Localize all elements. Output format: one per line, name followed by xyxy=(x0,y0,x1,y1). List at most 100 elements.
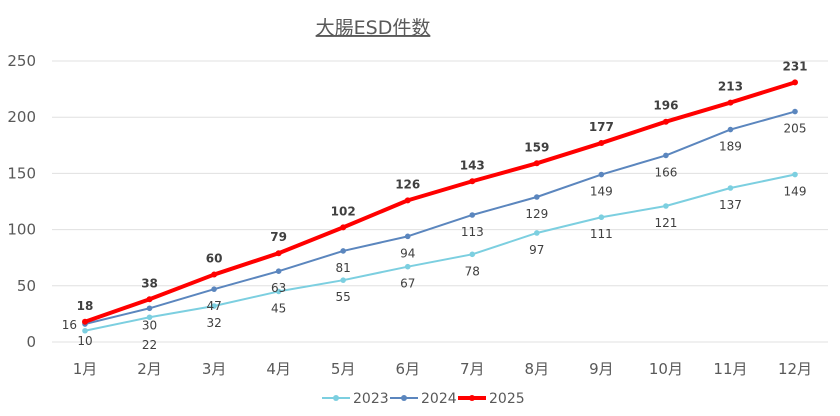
x-tick-label: 8月 xyxy=(525,360,550,378)
series-line-2024 xyxy=(84,110,796,325)
data-label-2025: 159 xyxy=(524,140,549,154)
y-tick-label: 200 xyxy=(7,108,36,126)
data-point-2024 xyxy=(404,233,411,240)
data-label-2024: 63 xyxy=(271,281,286,295)
data-label-2023: 137 xyxy=(719,198,742,212)
data-label-2025: 231 xyxy=(782,59,807,73)
series-line-2023 xyxy=(84,173,796,332)
data-point-2023 xyxy=(404,263,411,270)
data-point-2025 xyxy=(598,140,605,147)
data-label-2024: 129 xyxy=(525,207,548,221)
data-point-2025 xyxy=(211,271,218,278)
data-point-2025 xyxy=(662,118,669,125)
data-label-2024: 189 xyxy=(719,140,742,154)
data-label-2023: 149 xyxy=(784,185,807,199)
data-label-2025: 196 xyxy=(653,99,678,113)
x-tick-label: 1月 xyxy=(73,360,98,378)
data-point-2025 xyxy=(275,250,282,257)
data-label-2023: 45 xyxy=(271,301,286,315)
x-tick-label: 11月 xyxy=(713,360,747,378)
y-tick-label: 0 xyxy=(26,333,36,351)
data-point-2023 xyxy=(534,230,540,236)
data-point-2024 xyxy=(663,152,669,159)
data-label-2024: 205 xyxy=(784,122,807,136)
data-point-2023 xyxy=(598,214,605,221)
data-point-2024 xyxy=(275,268,282,274)
data-point-2023 xyxy=(663,203,669,209)
data-point-2025 xyxy=(146,296,153,303)
data-label-2023: 121 xyxy=(654,216,677,230)
data-label-2023: 97 xyxy=(529,243,544,257)
data-point-2025 xyxy=(727,99,734,106)
data-point-2024 xyxy=(792,108,798,115)
data-label-2023: 32 xyxy=(206,316,221,330)
x-tick-label: 9月 xyxy=(589,360,614,378)
legend-marker-2025 xyxy=(469,395,475,401)
x-tick-label: 10月 xyxy=(649,360,683,378)
y-tick-label: 50 xyxy=(17,277,36,295)
data-label-2024: 47 xyxy=(206,299,221,313)
data-point-2023 xyxy=(82,327,88,334)
data-label-2024: 149 xyxy=(590,185,613,199)
data-label-2025: 60 xyxy=(206,252,223,266)
data-point-2025 xyxy=(469,178,476,185)
x-tick-label: 2月 xyxy=(137,360,162,378)
data-label-2025: 38 xyxy=(141,276,158,290)
legend-label-2025: 2025 xyxy=(489,391,525,407)
data-label-2024: 166 xyxy=(654,165,677,179)
data-label-2025: 79 xyxy=(270,230,287,244)
data-point-2023 xyxy=(340,277,346,283)
data-point-2023 xyxy=(211,303,217,309)
data-label-2023: 55 xyxy=(336,290,351,304)
data-label-2024: 30 xyxy=(142,318,157,332)
data-point-2024 xyxy=(340,248,346,254)
chart-title: 大腸ESD件数 xyxy=(316,17,431,39)
data-point-2023 xyxy=(469,251,476,258)
data-point-2023 xyxy=(727,185,734,191)
data-label-2025: 177 xyxy=(589,120,614,134)
x-tick-label: 4月 xyxy=(266,360,291,378)
data-label-2024: 16 xyxy=(62,318,77,332)
data-label-2025: 143 xyxy=(460,158,485,172)
data-label-2023: 22 xyxy=(142,338,157,352)
data-label-2025: 102 xyxy=(331,204,356,218)
data-point-2024 xyxy=(598,171,605,178)
data-point-2025 xyxy=(792,79,798,86)
legend-label-2024: 2024 xyxy=(421,391,457,407)
data-label-2023: 10 xyxy=(77,334,92,348)
y-tick-label: 250 xyxy=(7,52,36,70)
data-point-2024 xyxy=(534,194,540,200)
x-tick-label: 5月 xyxy=(331,360,356,378)
x-tick-label: 3月 xyxy=(202,360,227,378)
data-label-2023: 67 xyxy=(400,277,415,291)
data-point-2024 xyxy=(727,126,734,133)
data-label-2025: 126 xyxy=(395,177,420,191)
data-label-2023: 78 xyxy=(465,264,480,278)
legend-marker-2024 xyxy=(401,395,407,401)
legend-marker-2023 xyxy=(333,395,339,401)
data-label-2024: 113 xyxy=(461,225,484,239)
data-point-2025 xyxy=(340,224,347,231)
data-label-2024: 81 xyxy=(336,261,351,275)
data-point-2024 xyxy=(469,212,476,218)
data-label-2024: 94 xyxy=(400,246,415,260)
x-tick-label: 7月 xyxy=(460,360,485,378)
data-label-2025: 213 xyxy=(718,80,743,94)
data-point-2023 xyxy=(146,314,153,321)
data-point-2024 xyxy=(211,286,217,292)
legend-label-2023: 2023 xyxy=(353,391,389,407)
y-tick-label: 150 xyxy=(7,164,36,182)
y-tick-label: 100 xyxy=(7,221,36,239)
data-point-2023 xyxy=(792,171,798,178)
data-point-2025 xyxy=(82,318,88,325)
data-point-2024 xyxy=(146,305,153,312)
data-point-2023 xyxy=(275,288,282,295)
x-tick-label: 12月 xyxy=(778,360,812,378)
x-tick-label: 6月 xyxy=(395,360,420,378)
data-point-2025 xyxy=(404,197,411,204)
data-label-2025: 18 xyxy=(77,299,94,313)
series-line-2025 xyxy=(84,80,796,324)
data-label-2023: 111 xyxy=(590,227,613,241)
data-point-2025 xyxy=(533,160,540,167)
